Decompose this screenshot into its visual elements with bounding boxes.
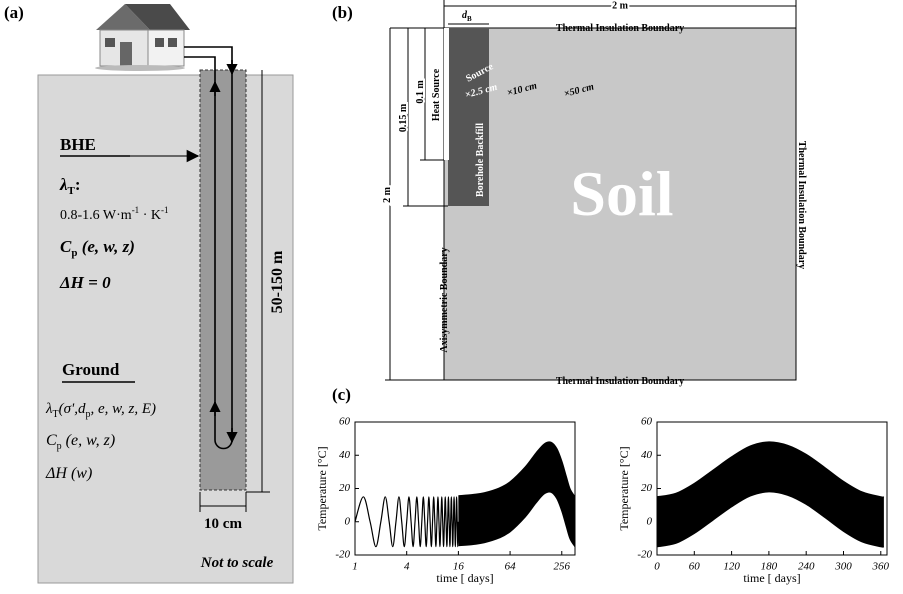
- text: (e, w, z): [62, 432, 115, 449]
- x-tick-label: 120: [723, 561, 740, 573]
- panel-label: (b): [332, 3, 353, 22]
- symbol: C: [46, 432, 57, 449]
- x-tick-label: 256: [554, 561, 571, 573]
- x-tick-label: 300: [834, 561, 852, 573]
- house-icon: [95, 4, 190, 71]
- dimension-label: dB: [462, 10, 472, 23]
- width-label: 10 cm: [204, 516, 242, 532]
- x-tick-label: 60: [689, 561, 701, 573]
- y-axis-label: Temperature [°C]: [315, 446, 329, 530]
- soil-domain: [443, 27, 797, 381]
- band-upper: [656, 441, 885, 498]
- subscript: p: [85, 409, 90, 420]
- heat-source-label: Heat Source: [431, 68, 442, 121]
- ground-box: [37, 74, 294, 584]
- x-tick-label: 360: [872, 561, 890, 573]
- band-lower: [458, 491, 576, 548]
- pipe-out: [184, 56, 233, 450]
- y-tick-label: 60: [339, 416, 351, 428]
- panel-label: (c): [332, 385, 351, 404]
- dimension-label: 0.1 m: [415, 80, 426, 104]
- y-tick-label: 20: [339, 482, 351, 494]
- text: 0.8-1.6 W·m: [60, 208, 132, 223]
- ground-heat-capacity: Cp (e, w, z): [46, 432, 115, 452]
- text: :: [75, 175, 81, 194]
- band-fill: [657, 441, 884, 548]
- y-axis-label: Temperature [°C]: [617, 446, 631, 530]
- y-tick-label: 20: [641, 482, 653, 494]
- soil-label: Soil: [570, 158, 673, 229]
- superscript: -1: [161, 205, 169, 215]
- boundary-label: Thermal Insulation Boundary: [556, 376, 684, 387]
- subscript: T: [53, 409, 59, 420]
- y-tick-label: 40: [641, 449, 653, 461]
- dimension-label: 2 m: [612, 0, 629, 11]
- ground-heading: Ground: [62, 360, 120, 379]
- text: · K: [139, 208, 161, 223]
- symbol: d: [462, 10, 468, 21]
- y-tick-label: -20: [637, 549, 652, 561]
- subscript: T: [68, 185, 76, 197]
- bhe-conductivity: λT:: [59, 175, 81, 197]
- symbol: λ: [59, 175, 68, 194]
- bhe-heading: BHE: [60, 135, 96, 154]
- text: , e, w, z, E): [90, 401, 156, 417]
- backfill: [448, 28, 489, 206]
- x-tick-label: 0: [654, 561, 660, 573]
- boundary-label: Axisymmetric Boundary: [439, 247, 450, 352]
- text: (e, w, z): [77, 237, 134, 256]
- x-tick-label: 64: [505, 561, 517, 573]
- bhe-range: 0.8-1.6 W·m-1 · K-1: [60, 205, 168, 223]
- text: (σ',d: [59, 401, 86, 417]
- boundary-label: Thermal Insulation Boundary: [796, 141, 807, 269]
- series-line: [354, 496, 459, 548]
- panel-b: (b) 2 m dB Thermal Insulation Boundary T…: [332, 0, 807, 387]
- ground-latent: ΔH (w): [45, 465, 92, 482]
- panel-label: (a): [4, 3, 24, 22]
- y-tick-label: 0: [647, 515, 653, 527]
- subscript: p: [57, 441, 62, 452]
- subscript: p: [71, 247, 77, 259]
- x-tick-label: 1: [352, 561, 358, 573]
- symbol: C: [60, 237, 72, 256]
- y-tick-label: -20: [335, 549, 350, 561]
- scale-note: Not to scale: [200, 555, 274, 571]
- borehole: [199, 69, 247, 491]
- x-tick-label: 240: [798, 561, 815, 573]
- x-axis-label: time [ days]: [743, 571, 800, 585]
- band-fill: [458, 441, 575, 547]
- depth-label: 50-150 m: [269, 250, 286, 313]
- superscript: -1: [132, 205, 140, 215]
- boundary-label: Thermal Insulation Boundary: [556, 23, 684, 34]
- x-tick-label: 16: [453, 561, 465, 573]
- ground-conductivity: λT(σ',dp, e, w, z, E): [45, 401, 156, 420]
- backfill-label: Borehole Backfill: [475, 123, 486, 197]
- panel-a: (a) BHE λT: 0.8-1.6 W·m-1 · K-1 Cp (e, w…: [4, 3, 294, 584]
- x-tick-label: 4: [404, 561, 410, 573]
- bhe-latent: ΔH = 0: [59, 273, 111, 292]
- y-tick-label: 0: [345, 515, 351, 527]
- subscript: B: [467, 15, 472, 23]
- y-tick-label: 60: [641, 416, 653, 428]
- dimension-label: 0.15 m: [398, 103, 409, 132]
- band-lower: [656, 491, 885, 548]
- bhe-heat-capacity: Cp (e, w, z): [60, 237, 135, 259]
- y-tick-label: 40: [339, 449, 351, 461]
- heat-source: [444, 28, 449, 160]
- band-upper: [458, 441, 576, 498]
- pipe-in: [184, 46, 233, 440]
- x-axis-label: time [ days]: [436, 571, 493, 585]
- x-tick-label: 180: [761, 561, 778, 573]
- dimension-label: 2 m: [382, 186, 393, 203]
- symbol: λ: [45, 401, 53, 417]
